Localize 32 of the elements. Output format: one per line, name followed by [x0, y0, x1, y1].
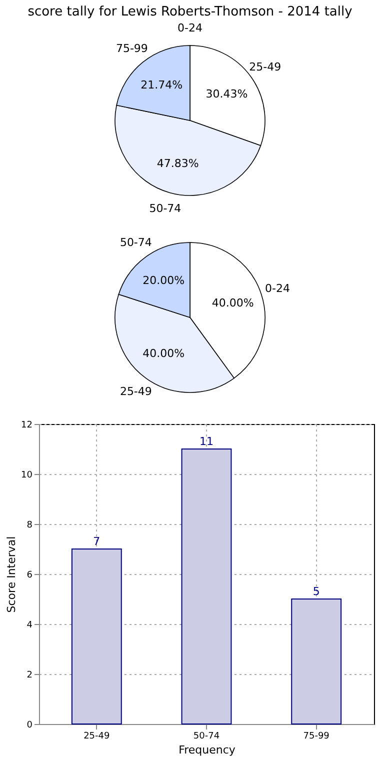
- slice-label: 25-49: [120, 384, 152, 398]
- bar: [71, 548, 122, 724]
- y-tick-label: 8: [26, 520, 33, 530]
- data-label: 20.00%: [142, 274, 185, 288]
- y-tick-label: 0: [26, 720, 33, 730]
- x-tick-label: 50-74: [193, 732, 220, 742]
- slice-label: 50-74: [149, 202, 182, 216]
- data-label: 21.74%: [140, 78, 183, 92]
- data-label: 40.00%: [212, 296, 254, 310]
- x-tick-label: 75-99: [303, 732, 330, 742]
- data-label: 11: [200, 435, 214, 448]
- slice-label: 50-74: [120, 236, 152, 250]
- y-tick-label: 2: [26, 670, 32, 680]
- y-tick-label: 12: [21, 420, 32, 430]
- slice-label: 0-24: [265, 282, 290, 296]
- data-label: 40.00%: [142, 346, 185, 360]
- x-axis-title: Frequency: [178, 744, 236, 756]
- y-tick-label: 10: [21, 470, 33, 480]
- y-tick-label: 6: [26, 570, 33, 580]
- y-axis-title: Score Interval: [5, 536, 18, 613]
- data-label: 30.43%: [206, 88, 248, 101]
- x-tick-label: 25-49: [84, 732, 110, 742]
- slice-label: 75-99: [116, 42, 148, 56]
- bar: [181, 448, 232, 724]
- y-tick-label: 4: [26, 620, 33, 630]
- slice-label: 25-49: [249, 60, 282, 74]
- chart-title: score tally for Lewis Roberts-Thomson - 2014 tally: [28, 4, 353, 20]
- data-label: 47.83%: [156, 156, 199, 170]
- data-label: 5: [312, 585, 320, 598]
- category-label: 0-24: [178, 22, 202, 34]
- data-label: 7: [93, 535, 100, 548]
- bar: [291, 598, 342, 724]
